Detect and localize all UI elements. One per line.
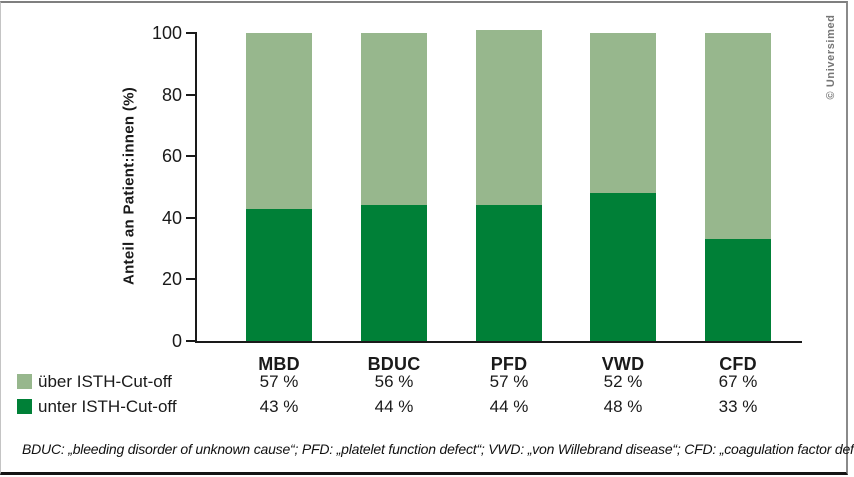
value-cfd-ueber: 67 % bbox=[718, 372, 758, 391]
y-axis-tick-label: 40 bbox=[161, 207, 182, 228]
y-axis-tick bbox=[186, 340, 195, 342]
category-label-mbd: MBD bbox=[258, 354, 300, 374]
value-pfd-unter: 44 % bbox=[489, 397, 529, 416]
copyright-credit: © Universimed bbox=[825, 14, 837, 100]
bar-segment-cfd-unter bbox=[705, 239, 771, 341]
bar-segment-bduc-unter bbox=[361, 205, 427, 341]
y-axis-tick-label: 100 bbox=[151, 23, 182, 43]
y-axis-tick bbox=[186, 155, 195, 158]
bar-segment-pfd-unter bbox=[476, 205, 542, 341]
legend-label-ueber: über ISTH-Cut-off bbox=[38, 372, 172, 391]
legend-swatch-ueber bbox=[17, 374, 32, 389]
y-axis-tick-label: 80 bbox=[161, 84, 182, 105]
bar-segment-bduc-ueber bbox=[361, 33, 427, 206]
legend-item-ueber: über ISTH-Cut-off bbox=[17, 372, 217, 392]
bar-segment-pfd-ueber bbox=[476, 29, 542, 206]
value-mbd-ueber: 57 % bbox=[259, 372, 299, 391]
bar-segment-mbd-unter bbox=[246, 208, 312, 341]
y-axis-tick-label: 0 bbox=[171, 331, 182, 351]
y-axis-tick bbox=[186, 32, 195, 34]
category-label-bduc: BDUC bbox=[367, 354, 421, 374]
legend-item-unter: unter ISTH-Cut-off bbox=[17, 397, 217, 417]
y-axis-tick bbox=[186, 93, 195, 96]
value-pfd-ueber: 57 % bbox=[489, 372, 529, 391]
y-axis-tick bbox=[186, 216, 195, 219]
category-label-cfd: CFD bbox=[719, 354, 757, 374]
bar-segment-vwd-ueber bbox=[590, 33, 656, 194]
legend-label-unter: unter ISTH-Cut-off bbox=[38, 397, 177, 416]
bar-segment-cfd-ueber bbox=[705, 33, 771, 240]
value-vwd-ueber: 52 % bbox=[603, 372, 643, 391]
y-axis-tick bbox=[186, 278, 195, 281]
y-axis-line bbox=[195, 32, 197, 343]
bar-segment-mbd-ueber bbox=[246, 33, 312, 209]
value-bduc-ueber: 56 % bbox=[374, 372, 414, 391]
y-axis-tick-label: 20 bbox=[161, 269, 182, 290]
legend-swatch-unter bbox=[17, 399, 32, 414]
category-label-pfd: PFD bbox=[490, 354, 528, 374]
value-mbd-unter: 43 % bbox=[259, 397, 299, 416]
y-axis-tick-label: 60 bbox=[161, 146, 182, 167]
bar-segment-vwd-unter bbox=[590, 193, 656, 341]
value-cfd-unter: 33 % bbox=[718, 397, 758, 416]
x-axis-line bbox=[195, 341, 802, 343]
value-vwd-unter: 48 % bbox=[603, 397, 643, 416]
value-bduc-unter: 44 % bbox=[374, 397, 414, 416]
footnote: BDUC: „bleeding disorder of unknown caus… bbox=[22, 441, 854, 457]
y-axis-title: Anteil an Patient:innen (%) bbox=[120, 86, 138, 286]
category-label-vwd: VWD bbox=[601, 354, 645, 374]
